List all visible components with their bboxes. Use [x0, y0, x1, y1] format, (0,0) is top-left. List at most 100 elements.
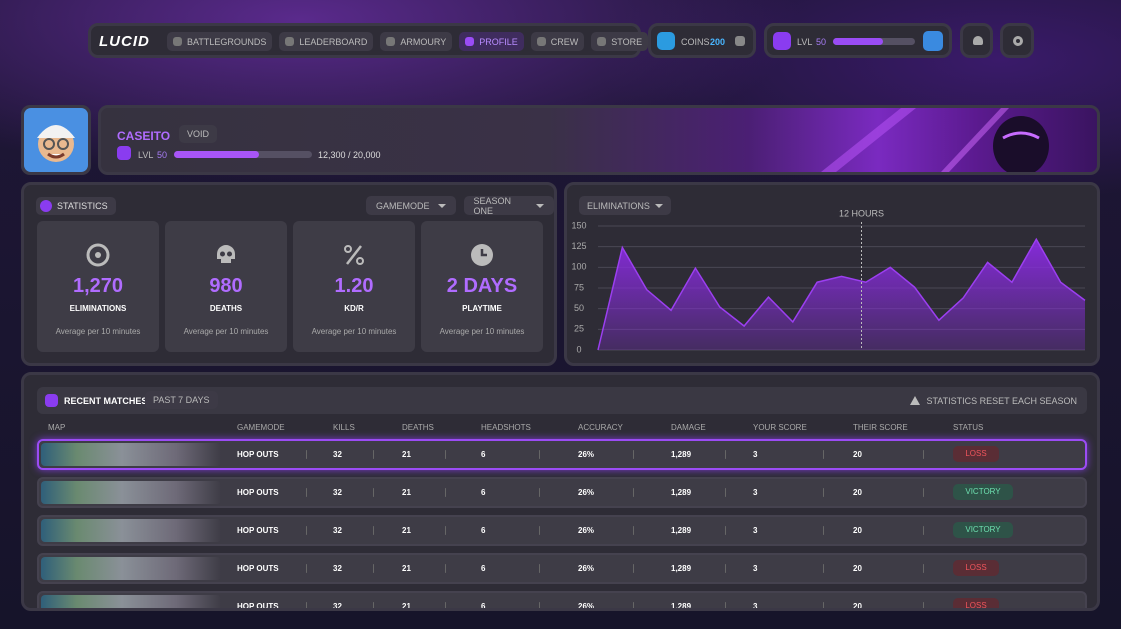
column-header: YOUR SCORE: [753, 423, 807, 432]
avatar-frame: [21, 105, 91, 175]
logo[interactable]: LUCID: [99, 33, 150, 50]
match-row[interactable]: HOP OUTS 32 21 6 26% 1,289 3 20 LOSS: [37, 553, 1087, 584]
cell: 20: [853, 526, 862, 535]
cell: 32: [333, 450, 342, 459]
separator: [823, 526, 824, 535]
chart-selector-text: ELIMINATIONS: [587, 200, 650, 211]
cell: 32: [333, 526, 342, 535]
cell: HOP OUTS: [237, 602, 279, 611]
status-badge: LOSS: [953, 560, 999, 576]
chart: 0 25 50 75 100 125 150 12 HOURS: [571, 208, 1086, 354]
stat-label: PLAYTIME: [462, 304, 502, 313]
statistics-title: STATISTICS: [36, 197, 116, 215]
statistics-title-text: STATISTICS: [57, 201, 108, 211]
separator: [633, 450, 634, 459]
nav-icon: [465, 37, 475, 46]
nav-item[interactable]: STORE: [591, 32, 649, 51]
separator: [373, 602, 374, 608]
separator: [445, 526, 446, 535]
settings-button[interactable]: [1000, 23, 1034, 58]
match-row[interactable]: HOP OUTS 32 21 6 26% 1,289 3 20 LOSS: [37, 439, 1087, 470]
nav-label: BATTLEGROUNDS: [187, 36, 267, 47]
xp-track: [174, 151, 312, 158]
cell: 6: [481, 564, 486, 573]
stat-label: ELIMINATIONS: [69, 304, 127, 313]
separator: [539, 526, 540, 535]
matches-period[interactable]: PAST 7 DAYS: [145, 391, 218, 409]
nav-item[interactable]: LEADERBOARD: [279, 32, 374, 51]
level-label: LVL: [797, 37, 813, 47]
cell: 20: [853, 488, 862, 497]
chart-selector[interactable]: ELIMINATIONS: [579, 196, 671, 215]
cell: HOP OUTS: [237, 526, 279, 535]
separator: [445, 602, 446, 608]
nav-item[interactable]: CREW: [530, 32, 585, 51]
cell: 20: [853, 602, 862, 611]
separator: [725, 450, 726, 459]
avatar-small[interactable]: [923, 31, 943, 51]
matches-notice: STATISTICS RESET EACH SEASON: [910, 396, 1077, 406]
stat-icon: [40, 200, 52, 212]
coins-label: COINS: [681, 37, 710, 47]
y-tick-label: 25: [574, 324, 584, 334]
cell: 32: [333, 564, 342, 573]
friends-icon: [973, 36, 983, 45]
level-icon: [117, 146, 131, 160]
filter-label: SEASON ONE: [473, 195, 512, 216]
nav-label: STORE: [611, 36, 643, 47]
status-badge: VICTORY: [953, 522, 1013, 538]
stat-value: 980: [209, 275, 243, 297]
match-row[interactable]: HOP OUTS 32 21 6 26% 1,289 3 20 VICTORY: [37, 477, 1087, 508]
separator: [633, 564, 634, 573]
filter-dropdown[interactable]: SEASON ONE: [463, 195, 554, 216]
match-row[interactable]: HOP OUTS 32 21 6 26% 1,289 3 20 VICTORY: [37, 515, 1087, 546]
y-tick-label: 100: [571, 262, 586, 272]
separator: [306, 526, 307, 535]
column-header: GAMEMODE: [237, 423, 285, 432]
cell: 21: [402, 488, 411, 497]
separator: [373, 526, 374, 535]
separator: [373, 564, 374, 573]
separator: [539, 602, 540, 608]
cell: 3: [753, 526, 758, 535]
nav-item[interactable]: ARMOURY: [380, 32, 453, 51]
matches-title: RECENT MATCHES: [64, 396, 148, 406]
map-thumbnail: [41, 519, 221, 542]
column-header: MAP: [48, 423, 66, 432]
cell: 1,289: [671, 488, 692, 497]
nav-item[interactable]: PROFILE: [459, 32, 524, 51]
separator: [923, 450, 924, 459]
coins-icon: [657, 32, 675, 50]
warning-icon: [910, 396, 921, 405]
separator: [633, 602, 634, 608]
map-thumbnail: [41, 443, 221, 466]
cell: 6: [481, 450, 486, 459]
column-header: STATUS: [953, 423, 984, 432]
stat-card: 1,270 ELIMINATIONS Average per 10 minutes: [37, 221, 159, 352]
cell: 1,289: [671, 526, 692, 535]
cell: 20: [853, 450, 862, 459]
stat-card: 1.20 KD/R Average per 10 minutes: [293, 221, 415, 352]
cell: 6: [481, 488, 486, 497]
separator: [633, 488, 634, 497]
separator: [539, 488, 540, 497]
stat-value: 1.20: [334, 275, 374, 297]
level-value: 50: [816, 37, 827, 47]
match-row[interactable]: HOP OUTS 32 21 6 26% 1,289 3 20 LOSS: [37, 591, 1087, 611]
cell: 26%: [578, 450, 595, 459]
cell: 1,289: [671, 564, 692, 573]
status-badge: LOSS: [953, 598, 999, 608]
y-tick-label: 75: [574, 282, 584, 292]
friends-button[interactable]: [960, 23, 993, 58]
separator: [823, 602, 824, 608]
column-header: THEIR SCORE: [853, 423, 908, 432]
coins-add[interactable]: [735, 36, 745, 46]
cell: 3: [753, 450, 758, 459]
y-tick-label: 0: [576, 344, 581, 354]
filter-dropdown[interactable]: GAMEMODE: [366, 196, 456, 215]
nav-item[interactable]: BATTLEGROUNDS: [167, 32, 273, 51]
level-label: LVL: [138, 150, 154, 160]
level-value: 50: [157, 150, 168, 160]
cell: 3: [753, 564, 758, 573]
nav-icon: [597, 37, 607, 46]
